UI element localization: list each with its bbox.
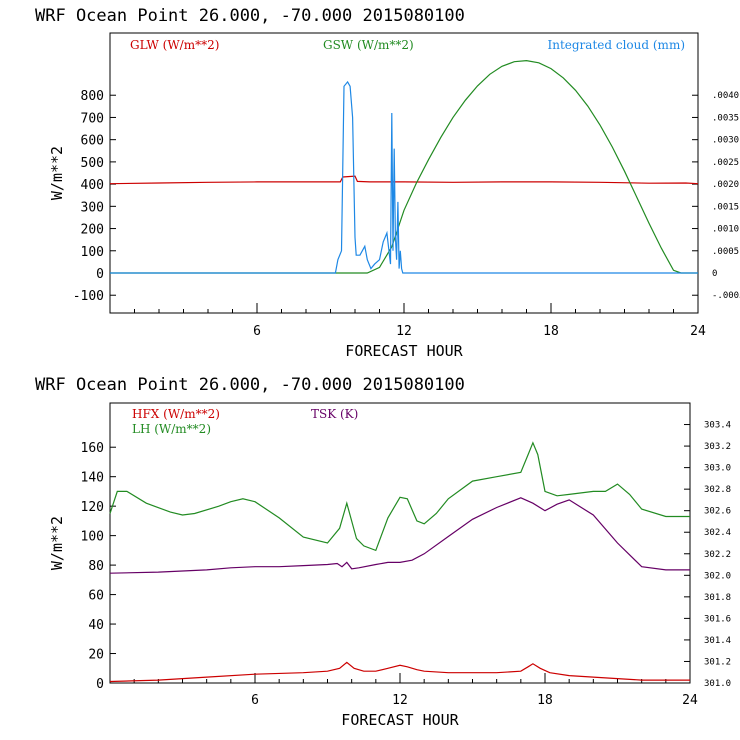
x-tick-label: 12 [396,324,412,339]
y-axis-label: W/m**2 [48,146,66,200]
y-tick-label: 600 [81,134,104,149]
legend-gsw: GSW (W/m**2) [323,38,414,52]
y-tick-label: 80 [88,559,104,574]
series-line-hfx [109,661,690,683]
series-line-lh [109,441,690,552]
y-tick-label: 160 [81,441,104,456]
y2-tick-label: .0015 [712,202,739,212]
x-tick-label: 24 [682,693,698,708]
y2-tick-label: 303.4 [704,421,731,431]
y2-tick-label: .0025 [712,158,739,168]
series-line-glw [109,175,699,185]
y-tick-label: 700 [81,111,104,126]
y2-tick-label: 301.4 [704,636,731,646]
x-axis-label: FORECAST HOUR [345,342,463,360]
y2-tick-label: 302.6 [704,507,731,517]
y2-tick-label: 301.2 [704,657,731,667]
y2-tick-label: 301.0 [704,679,731,689]
y2-tick-label: 0 [712,269,717,279]
legend-lh: LH (W/m**2) [132,422,211,436]
y2-tick-label: .0030 [712,136,739,146]
y2-tick-label: .0020 [712,180,739,190]
chart-title: WRF Ocean Point 26.000, -70.000 20150801… [35,6,465,26]
y-tick-label: 140 [81,471,104,486]
y2-tick-label: -.0005 [712,291,740,301]
legend-tsk: TSK (K) [311,407,358,421]
x-tick-label: 6 [251,693,259,708]
y-tick-label: 60 [88,589,104,604]
y2-tick-label: 302.4 [704,528,731,538]
y-tick-label: 40 [88,618,104,633]
series-line-integrated [110,80,698,274]
y-tick-label: 100 [81,530,104,545]
y-tick-label: 120 [81,500,104,515]
x-tick-label: 18 [537,693,553,708]
series-line-tsk [109,497,690,574]
legend-hfx: HFX (W/m**2) [132,407,220,421]
legend-glw: GLW (W/m**2) [130,38,219,52]
series-line-gsw [110,59,698,274]
y-tick-label: -100 [73,289,104,304]
y2-tick-label: 302.0 [704,571,731,581]
y2-tick-label: .0035 [712,113,739,123]
panel-top: WRF Ocean Point 26.000, -70.000 20150801… [35,6,740,360]
x-axis-label: FORECAST HOUR [341,711,459,729]
y-tick-label: 800 [81,89,104,104]
x-tick-label: 12 [392,693,408,708]
y-tick-label: 0 [96,677,104,692]
legend-integrated: Integrated cloud (mm) [547,38,685,52]
y-tick-label: 300 [81,200,104,215]
y2-tick-label: .0040 [712,91,739,101]
y2-tick-label: .0005 [712,247,739,257]
y2-tick-label: 301.6 [704,614,731,624]
plot-frame [109,402,691,684]
y-tick-label: 400 [81,178,104,193]
y-tick-label: 200 [81,223,104,238]
y-tick-label: 100 [81,245,104,260]
y2-tick-label: 302.2 [704,550,731,560]
y2-tick-label: 303.2 [704,442,731,452]
y2-tick-label: .0010 [712,225,739,235]
x-tick-label: 24 [690,324,706,339]
y2-tick-label: 303.0 [704,464,731,474]
plot-frame [109,32,699,314]
x-tick-label: 6 [253,324,261,339]
x-tick-label: 18 [543,324,559,339]
y2-tick-label: 302.8 [704,485,731,495]
chart-title: WRF Ocean Point 26.000, -70.000 20150801… [35,375,465,395]
y-tick-label: 0 [96,267,104,282]
panel-bottom: WRF Ocean Point 26.000, -70.000 20150801… [35,375,731,729]
y-tick-label: 20 [88,648,104,663]
y-axis-label: W/m**2 [48,516,66,570]
y2-tick-label: 301.8 [704,593,731,603]
y-tick-label: 500 [81,156,104,171]
